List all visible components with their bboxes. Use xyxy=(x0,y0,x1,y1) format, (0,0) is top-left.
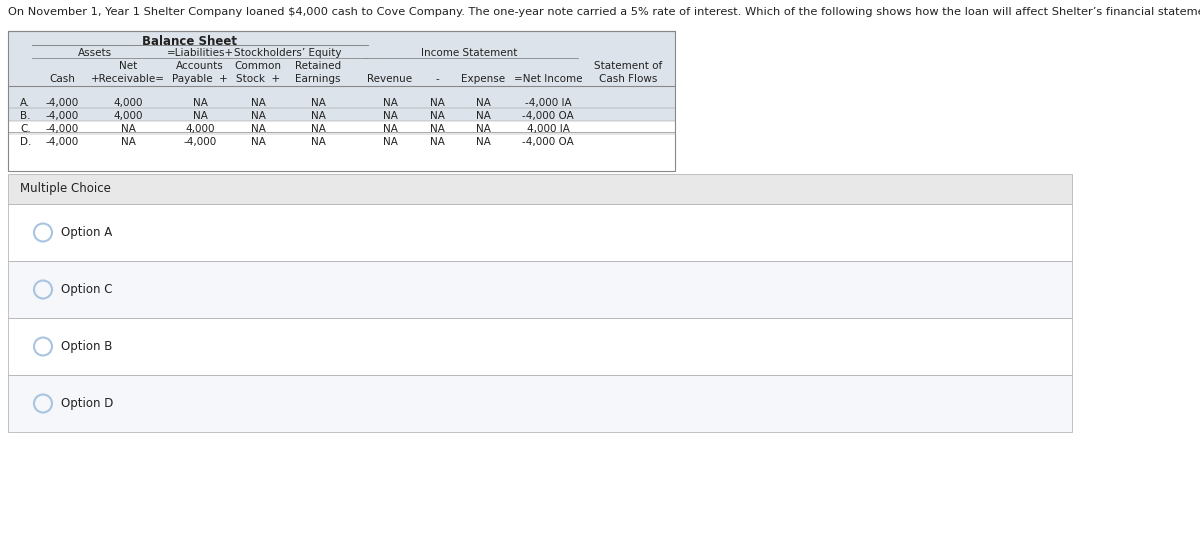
Text: NA: NA xyxy=(430,98,444,108)
Text: Stockholders’ Equity: Stockholders’ Equity xyxy=(234,48,342,58)
Text: Cash: Cash xyxy=(49,74,74,84)
FancyBboxPatch shape xyxy=(8,121,674,171)
Text: A.: A. xyxy=(20,98,30,108)
Text: NA: NA xyxy=(311,137,325,147)
Text: D.: D. xyxy=(20,137,31,147)
Text: NA: NA xyxy=(383,111,397,121)
Text: -4,000: -4,000 xyxy=(46,137,79,147)
Text: -4,000 IA: -4,000 IA xyxy=(524,98,571,108)
FancyBboxPatch shape xyxy=(8,318,1072,375)
Text: Earnings: Earnings xyxy=(295,74,341,84)
Text: NA: NA xyxy=(251,111,265,121)
Text: Revenue: Revenue xyxy=(367,74,413,84)
Text: -4,000: -4,000 xyxy=(46,124,79,134)
Text: -4,000 OA: -4,000 OA xyxy=(522,137,574,147)
Text: 4,000 IA: 4,000 IA xyxy=(527,124,570,134)
Text: Balance Sheet: Balance Sheet xyxy=(143,35,238,48)
Text: NA: NA xyxy=(251,124,265,134)
Text: NA: NA xyxy=(192,111,208,121)
Text: Payable  +: Payable + xyxy=(172,74,228,84)
Text: Income Statement: Income Statement xyxy=(421,48,517,58)
FancyBboxPatch shape xyxy=(8,261,1072,318)
Text: B.: B. xyxy=(20,111,30,121)
Text: Option B: Option B xyxy=(61,340,113,353)
FancyBboxPatch shape xyxy=(8,204,1072,261)
Text: Accounts: Accounts xyxy=(176,61,224,71)
Text: =Liabilities+: =Liabilities+ xyxy=(167,48,234,58)
Text: Retained: Retained xyxy=(295,61,341,71)
FancyBboxPatch shape xyxy=(8,31,674,121)
Text: 4,000: 4,000 xyxy=(113,111,143,121)
Text: Common: Common xyxy=(234,61,282,71)
Text: NA: NA xyxy=(383,137,397,147)
FancyBboxPatch shape xyxy=(8,375,1072,432)
Text: On November 1, Year 1 Shelter Company loaned $4,000 cash to Cove Company. The on: On November 1, Year 1 Shelter Company lo… xyxy=(8,7,1200,17)
Text: Assets: Assets xyxy=(78,48,112,58)
Text: 4,000: 4,000 xyxy=(185,124,215,134)
Text: NA: NA xyxy=(120,124,136,134)
Text: NA: NA xyxy=(475,111,491,121)
Text: NA: NA xyxy=(311,124,325,134)
Text: NA: NA xyxy=(311,98,325,108)
Text: NA: NA xyxy=(192,98,208,108)
Text: NA: NA xyxy=(475,98,491,108)
Text: C.: C. xyxy=(20,124,31,134)
Text: Cash Flows: Cash Flows xyxy=(599,74,658,84)
Text: NA: NA xyxy=(251,137,265,147)
Text: NA: NA xyxy=(251,98,265,108)
Text: NA: NA xyxy=(120,137,136,147)
Text: Expense: Expense xyxy=(461,74,505,84)
Text: NA: NA xyxy=(383,98,397,108)
Text: NA: NA xyxy=(475,124,491,134)
Text: -4,000: -4,000 xyxy=(46,98,79,108)
Text: +Receivable=: +Receivable= xyxy=(91,74,166,84)
Text: -4,000 OA: -4,000 OA xyxy=(522,111,574,121)
Text: 4,000: 4,000 xyxy=(113,98,143,108)
Text: NA: NA xyxy=(430,124,444,134)
FancyBboxPatch shape xyxy=(8,174,1072,204)
Text: NA: NA xyxy=(430,137,444,147)
Text: NA: NA xyxy=(475,137,491,147)
Text: NA: NA xyxy=(311,111,325,121)
Text: -: - xyxy=(436,74,439,84)
Text: Option A: Option A xyxy=(61,226,113,239)
Text: Option C: Option C xyxy=(61,283,113,296)
Text: NA: NA xyxy=(430,111,444,121)
Text: Net: Net xyxy=(119,61,137,71)
Text: =Net Income: =Net Income xyxy=(514,74,582,84)
Text: NA: NA xyxy=(383,124,397,134)
Text: -4,000: -4,000 xyxy=(184,137,217,147)
Text: Option D: Option D xyxy=(61,397,113,410)
Text: Multiple Choice: Multiple Choice xyxy=(20,182,110,195)
Text: Statement of: Statement of xyxy=(594,61,662,71)
Text: -4,000: -4,000 xyxy=(46,111,79,121)
Text: Stock  +: Stock + xyxy=(236,74,280,84)
